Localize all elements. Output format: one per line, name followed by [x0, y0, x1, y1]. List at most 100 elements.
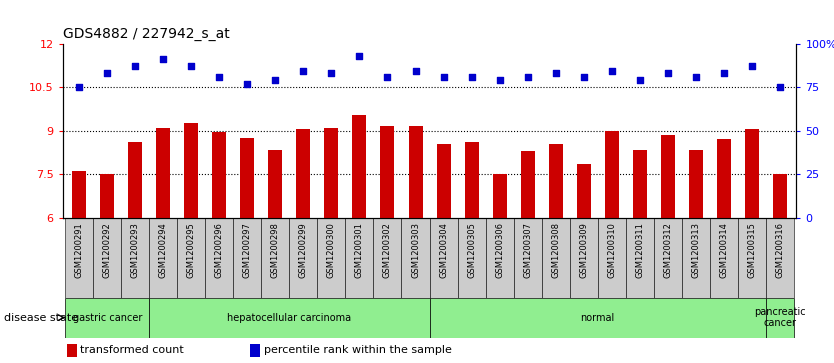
Bar — [289, 218, 318, 298]
Text: normal: normal — [580, 313, 615, 323]
Bar — [716, 139, 731, 218]
Text: GDS4882 / 227942_s_at: GDS4882 / 227942_s_at — [63, 27, 229, 41]
Bar — [520, 151, 535, 218]
Bar — [570, 218, 598, 298]
Bar — [213, 132, 226, 218]
Text: disease state: disease state — [4, 313, 78, 323]
Point — [409, 69, 422, 74]
Bar — [345, 218, 374, 298]
Text: hepatocellular carcinoma: hepatocellular carcinoma — [228, 313, 351, 323]
Bar — [374, 218, 401, 298]
Text: transformed count: transformed count — [80, 345, 183, 355]
Text: GSM1200295: GSM1200295 — [187, 222, 196, 278]
Text: GSM1200316: GSM1200316 — [775, 222, 784, 278]
Point — [493, 77, 506, 83]
Bar — [514, 218, 541, 298]
Point — [157, 56, 170, 62]
Point — [577, 74, 590, 79]
Text: pancreatic
cancer: pancreatic cancer — [754, 307, 806, 329]
Text: GSM1200310: GSM1200310 — [607, 222, 616, 278]
Text: GSM1200298: GSM1200298 — [271, 222, 280, 278]
Point — [717, 70, 731, 76]
Text: GSM1200313: GSM1200313 — [691, 222, 700, 278]
Text: GSM1200303: GSM1200303 — [411, 222, 420, 278]
Point — [185, 63, 198, 69]
Bar — [605, 131, 619, 218]
Point — [437, 74, 450, 79]
Point — [101, 70, 114, 76]
Bar — [296, 129, 310, 218]
Bar — [234, 218, 261, 298]
Bar — [178, 218, 205, 298]
Bar — [661, 135, 675, 218]
Bar — [633, 150, 646, 218]
Bar — [710, 218, 737, 298]
Bar — [65, 218, 93, 298]
Point — [269, 77, 282, 83]
Text: GSM1200301: GSM1200301 — [355, 222, 364, 278]
Bar — [128, 142, 143, 218]
Bar — [465, 142, 479, 218]
Text: GSM1200307: GSM1200307 — [523, 222, 532, 278]
Bar — [240, 138, 254, 218]
Bar — [261, 218, 289, 298]
Bar — [318, 218, 345, 298]
Point — [241, 81, 254, 86]
Text: GSM1200306: GSM1200306 — [495, 222, 504, 278]
Bar — [766, 218, 794, 298]
Point — [381, 74, 394, 79]
Bar — [541, 218, 570, 298]
Text: GSM1200314: GSM1200314 — [719, 222, 728, 278]
Text: GSM1200293: GSM1200293 — [131, 222, 140, 278]
Bar — [269, 150, 283, 218]
Bar — [122, 218, 149, 298]
Bar — [401, 218, 430, 298]
Point — [297, 69, 310, 74]
Bar — [409, 126, 423, 218]
Bar — [205, 218, 234, 298]
Bar — [549, 144, 563, 218]
Bar — [184, 123, 198, 218]
Point — [605, 69, 618, 74]
Bar — [689, 150, 702, 218]
Bar — [485, 218, 514, 298]
Point — [773, 84, 786, 90]
Bar — [380, 126, 394, 218]
Text: GSM1200312: GSM1200312 — [663, 222, 672, 278]
Point — [745, 63, 758, 69]
Bar — [353, 115, 366, 218]
Bar — [100, 174, 114, 218]
Point — [213, 74, 226, 79]
Text: GSM1200308: GSM1200308 — [551, 222, 560, 278]
Bar — [149, 298, 430, 338]
Bar — [745, 129, 759, 218]
Bar — [436, 144, 450, 218]
Point — [661, 70, 674, 76]
Bar — [598, 218, 626, 298]
Point — [689, 74, 702, 79]
Bar — [157, 128, 170, 218]
Bar — [458, 218, 485, 298]
Bar — [67, 344, 77, 356]
Point — [465, 74, 478, 79]
Text: GSM1200302: GSM1200302 — [383, 222, 392, 278]
Point — [633, 77, 646, 83]
Bar — [324, 128, 339, 218]
Bar — [493, 174, 506, 218]
Text: GSM1200291: GSM1200291 — [75, 222, 84, 278]
Bar — [430, 298, 766, 338]
Bar — [93, 218, 122, 298]
Text: GSM1200304: GSM1200304 — [439, 222, 448, 278]
Bar — [73, 171, 87, 218]
Bar — [737, 218, 766, 298]
Text: percentile rank within the sample: percentile rank within the sample — [264, 345, 451, 355]
Bar — [149, 218, 178, 298]
Point — [128, 63, 142, 69]
Text: GSM1200292: GSM1200292 — [103, 222, 112, 278]
Bar — [430, 218, 458, 298]
Bar — [766, 298, 794, 338]
Point — [353, 53, 366, 59]
Point — [521, 74, 535, 79]
Point — [324, 70, 338, 76]
Point — [73, 84, 86, 90]
